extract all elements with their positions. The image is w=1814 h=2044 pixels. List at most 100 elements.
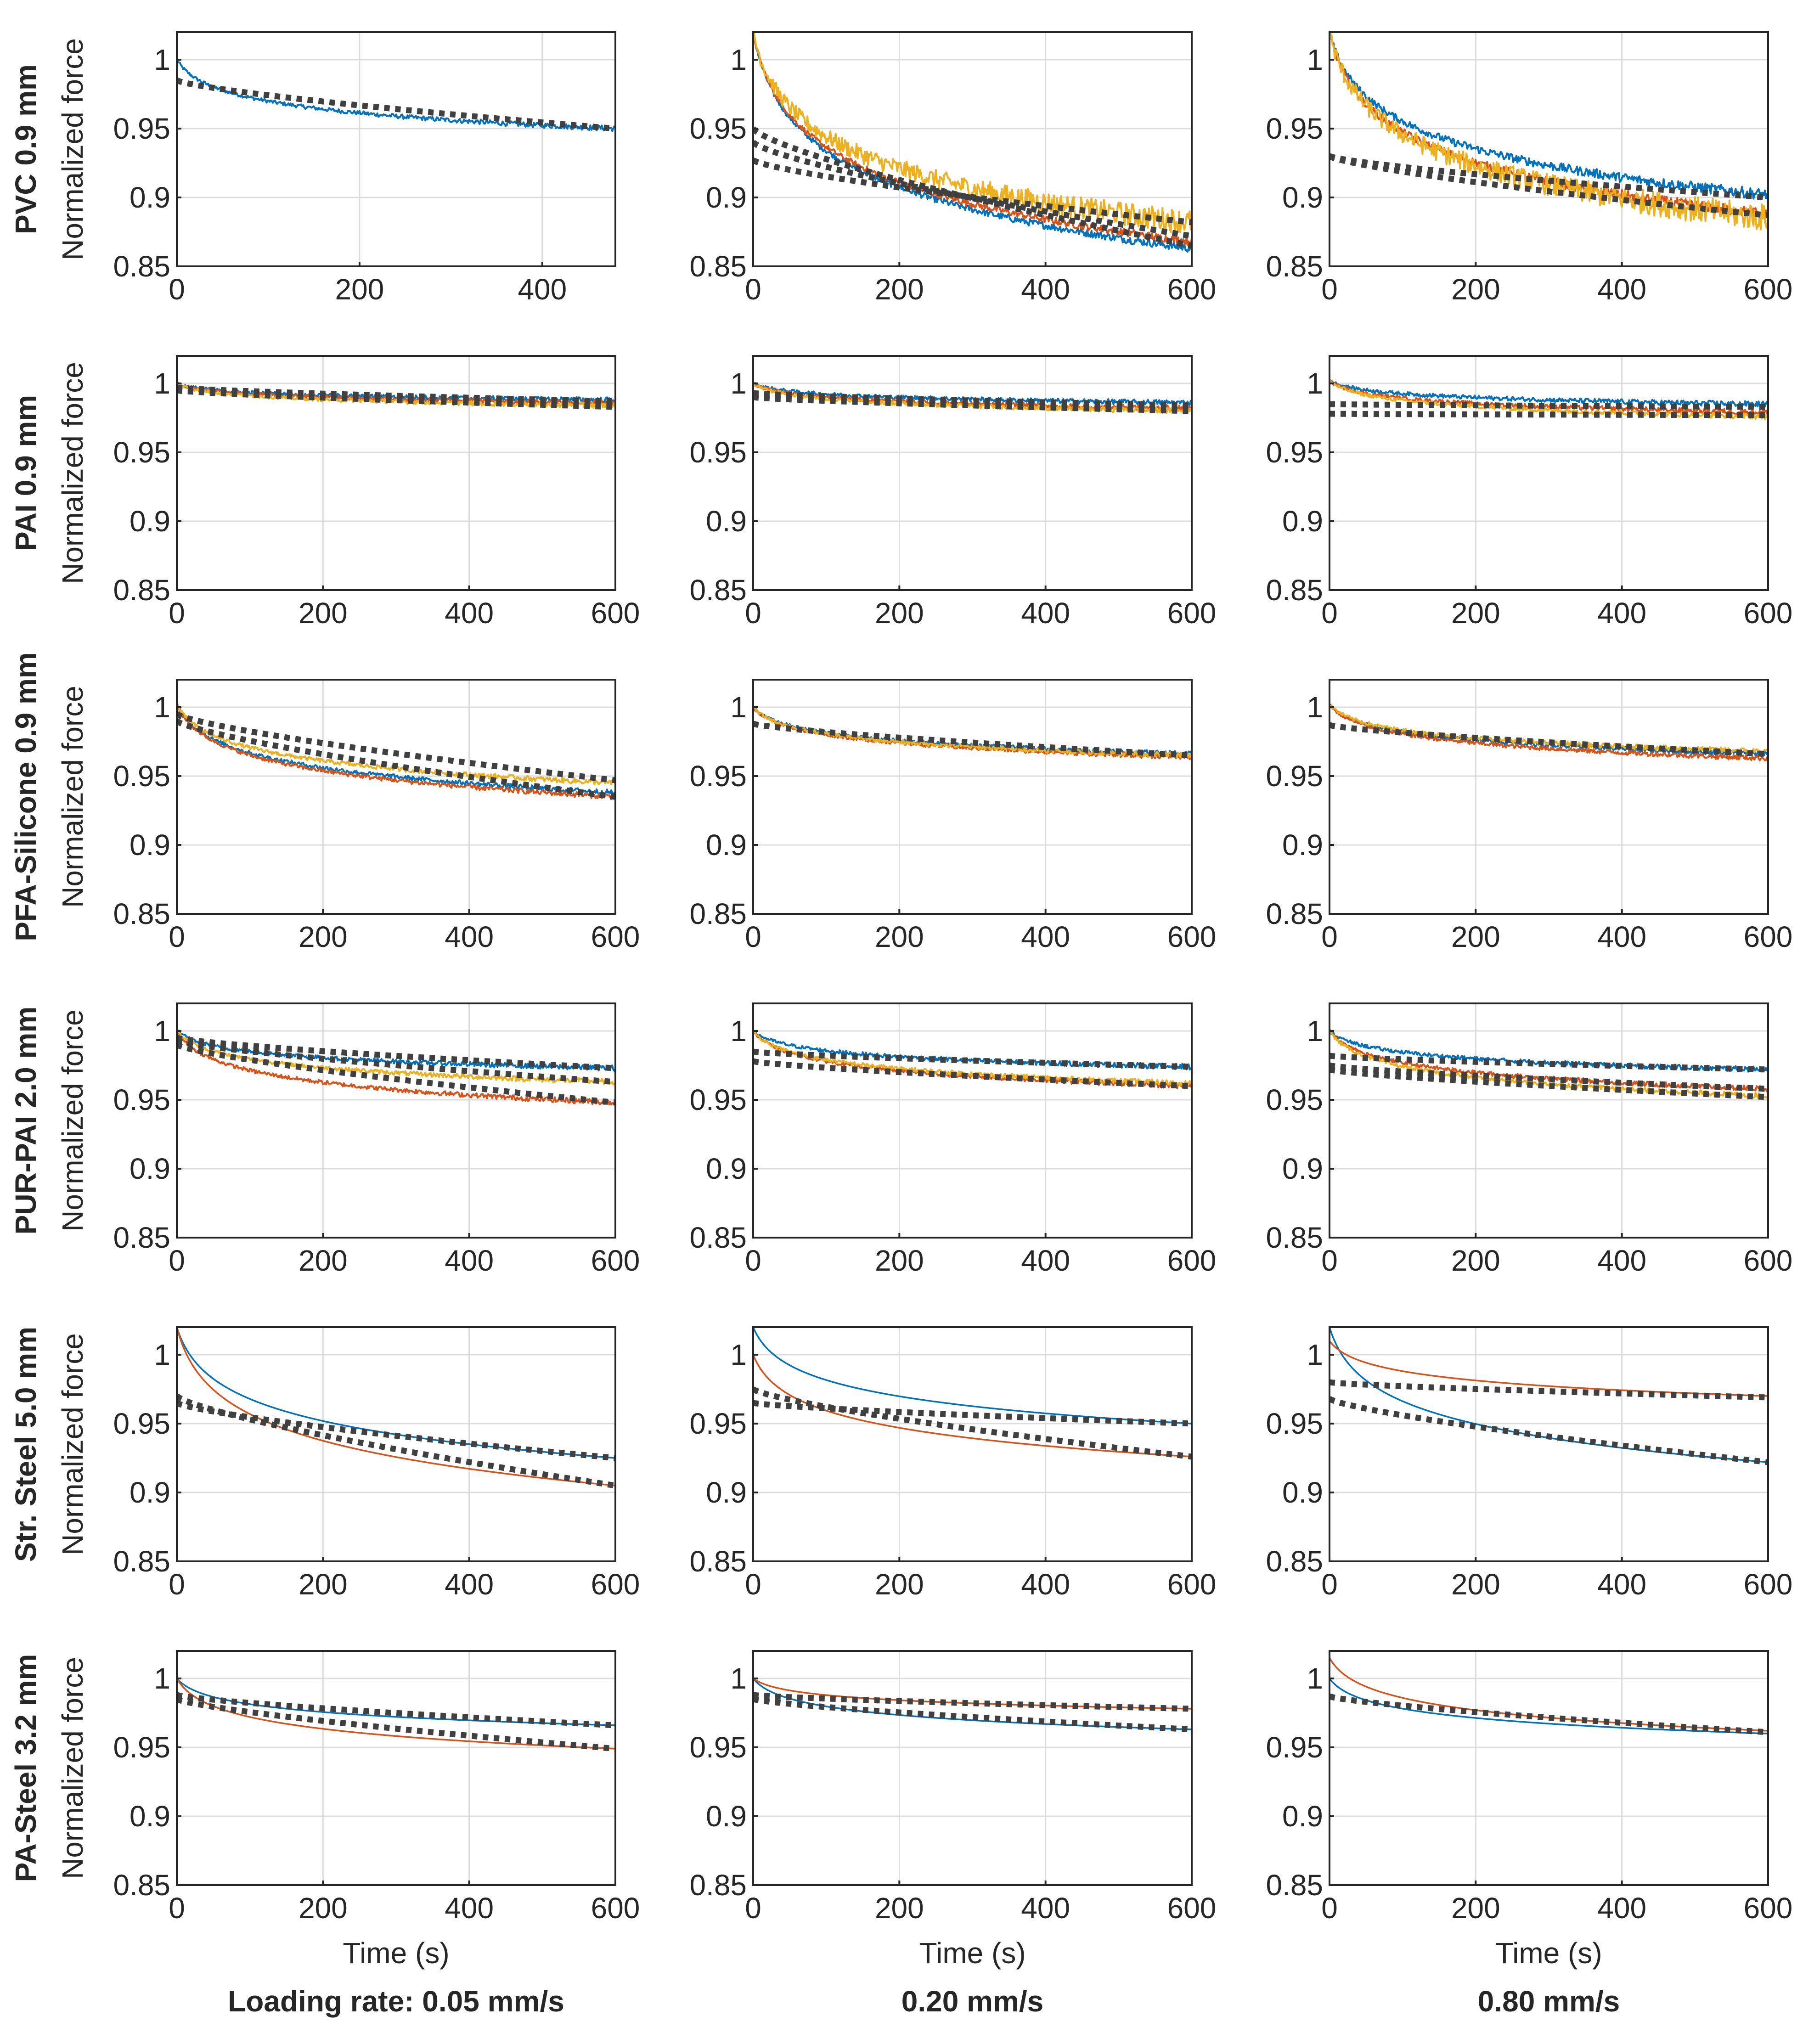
panel-r4-c2: [1329, 1326, 1769, 1562]
series-sample_3: [177, 1030, 615, 1086]
y-tick-label: 1: [730, 43, 747, 76]
y-tick-label: 0.9: [706, 181, 747, 214]
x-tick-label: 0: [1321, 920, 1338, 953]
x-axis-label: Time (s): [1495, 1937, 1602, 1970]
x-tick-label: 400: [1597, 597, 1646, 630]
y-tick-label: 0.85: [689, 574, 747, 607]
y-tick-label: 0.9: [1282, 1800, 1323, 1833]
x-tick-label: 400: [1597, 1244, 1646, 1277]
axes-frame: [1329, 31, 1769, 267]
panel-r4-c1: [752, 1326, 1193, 1562]
x-tick-label: 0: [169, 920, 185, 953]
column-label: 0.80 mm/s: [1478, 1985, 1620, 2018]
y-tick-label: 0.9: [130, 181, 170, 214]
fit-curve: [753, 158, 1192, 225]
axes-frame: [176, 1326, 616, 1562]
row-label: Str. Steel 5.0 mm: [9, 1327, 42, 1562]
y-tick-label: 0.95: [1266, 1083, 1323, 1116]
panel-r2-c2: [1329, 679, 1769, 915]
y-tick-label: 0.95: [1266, 112, 1323, 145]
y-tick-label: 0.9: [1282, 828, 1323, 862]
fit-curve: [753, 394, 1192, 414]
row-label: PA-Steel 3.2 mm: [9, 1654, 42, 1882]
x-tick-label: 400: [445, 1892, 494, 1925]
x-tick-label: 200: [299, 1892, 348, 1925]
fit-curve: [1330, 1693, 1768, 1735]
fit-curve: [1330, 1053, 1768, 1073]
y-tick-label: 1: [154, 43, 170, 76]
fit-curve: [753, 1048, 1192, 1070]
y-tick-label: 0.85: [1266, 574, 1323, 607]
row-label: PAI 0.9 mm: [9, 395, 42, 551]
fit-curve: [177, 77, 615, 132]
y-axis-label: Normalized force: [56, 38, 89, 260]
series-sample_2: [177, 703, 615, 800]
fit-curve: [177, 1042, 615, 1106]
y-tick-label: 0.95: [113, 436, 170, 469]
fit-curve: [177, 1035, 615, 1071]
y-tick-label: 0.95: [1266, 436, 1323, 469]
x-tick-label: 0: [745, 920, 761, 953]
x-tick-label: 0: [745, 1892, 761, 1925]
column-label: 0.20 mm/s: [901, 1985, 1044, 2018]
fit-curve: [753, 1400, 1192, 1427]
x-tick-label: 400: [1021, 1568, 1070, 1601]
x-tick-label: 200: [875, 1892, 924, 1925]
x-tick-label: 200: [299, 1568, 348, 1601]
y-tick-label: 0.85: [1266, 897, 1323, 930]
fit-curve: [1330, 153, 1768, 201]
x-tick-label: 600: [1744, 1244, 1793, 1277]
fit-curve: [753, 1696, 1192, 1733]
panel-r5-c2: [1329, 1650, 1769, 1886]
x-tick-label: 400: [445, 1244, 494, 1277]
y-tick-label: 0.9: [130, 1476, 170, 1509]
x-tick-label: 0: [745, 273, 761, 306]
x-tick-label: 0: [1321, 1892, 1338, 1925]
x-tick-label: 600: [1744, 920, 1793, 953]
x-tick-label: 600: [1167, 597, 1217, 630]
y-tick-label: 1: [730, 1662, 747, 1695]
x-tick-label: 600: [591, 1892, 640, 1925]
x-tick-label: 0: [745, 1568, 761, 1601]
y-tick-label: 1: [154, 367, 170, 400]
axes-frame: [1329, 1002, 1769, 1239]
x-tick-label: 400: [1597, 1892, 1646, 1925]
x-tick-label: 600: [1167, 920, 1217, 953]
y-tick-label: 1: [1307, 1338, 1323, 1371]
series-sample_3: [753, 706, 1192, 759]
series-sample_2: [753, 1678, 1192, 1710]
x-tick-label: 0: [169, 1244, 185, 1277]
y-tick-label: 0.95: [689, 1083, 747, 1116]
y-tick-label: 0.85: [689, 1545, 747, 1578]
y-tick-label: 0.85: [113, 574, 170, 607]
series-sample_3: [177, 382, 615, 409]
row-label: PVC 0.9 mm: [9, 64, 42, 234]
y-tick-label: 1: [730, 1338, 747, 1371]
y-tick-label: 0.9: [706, 1152, 747, 1185]
row-label: PUR-PAI 2.0 mm: [9, 1007, 42, 1235]
x-tick-label: 200: [875, 1568, 924, 1601]
axes-frame: [176, 31, 616, 267]
y-tick-label: 0.9: [706, 1476, 747, 1509]
series-sample_2: [177, 1030, 615, 1106]
x-tick-label: 400: [1597, 1568, 1646, 1601]
fit-curve: [753, 1386, 1192, 1460]
x-axis-label: Time (s): [343, 1937, 449, 1970]
fit-curve: [1330, 1379, 1768, 1401]
y-tick-label: 0.95: [689, 760, 747, 793]
x-tick-label: 600: [1167, 1568, 1217, 1601]
x-tick-label: 400: [445, 1568, 494, 1601]
x-tick-label: 600: [591, 920, 640, 953]
axes-frame: [176, 679, 616, 915]
fit-curve: [1330, 411, 1768, 418]
y-tick-label: 0.9: [706, 1800, 747, 1833]
y-tick-label: 0.85: [113, 1221, 170, 1254]
y-axis-label: Normalized force: [56, 1333, 89, 1555]
panel-r1-c0: [176, 355, 616, 591]
series-sample_2: [753, 32, 1192, 247]
panel-r3-c2: [1329, 1002, 1769, 1239]
x-tick-label: 600: [1167, 273, 1217, 306]
column-label: Loading rate: 0.05 mm/s: [228, 1985, 564, 2018]
y-tick-label: 0.95: [1266, 760, 1323, 793]
